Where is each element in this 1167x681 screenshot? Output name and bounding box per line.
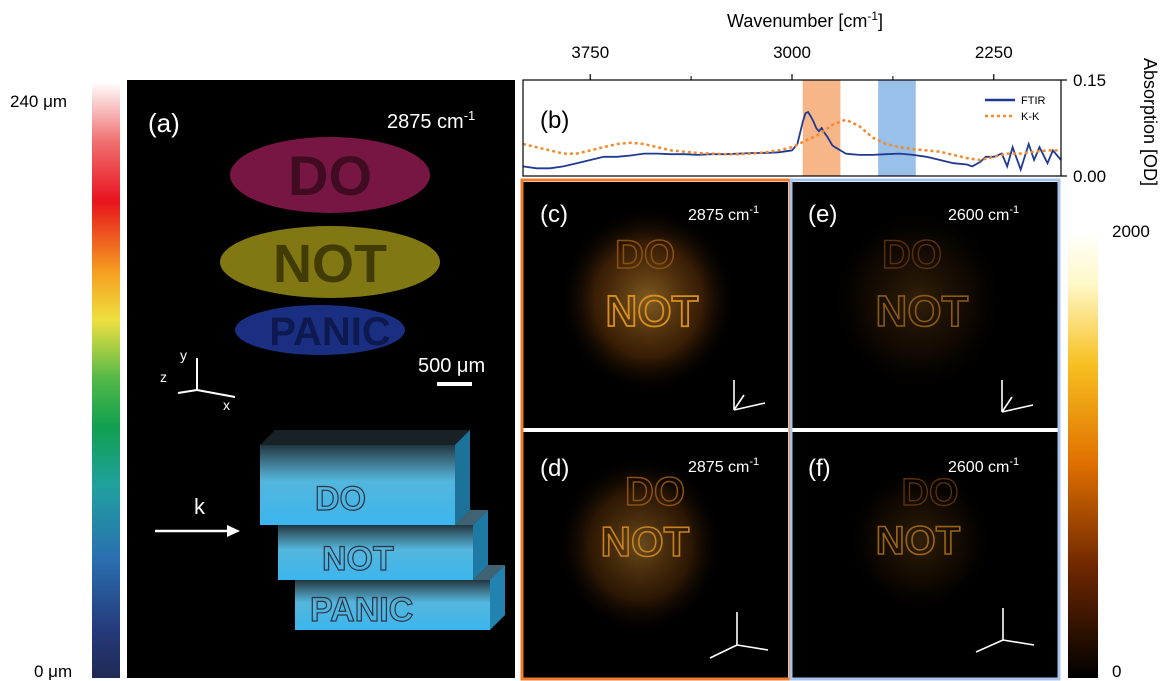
panel-e-wavenumber: 2600 cm-1: [948, 204, 1019, 224]
slab-do: [260, 445, 455, 525]
legend-ftir-label: FTIR: [1021, 95, 1045, 107]
y-tick-label: 0.15: [1073, 71, 1106, 90]
panel-d-wavenumber: 2875 cm-1: [688, 456, 759, 476]
spectrum-chart: Wavenumber [cm-1] Absorption [OD] 3750 30…: [522, 9, 1160, 186]
slab-not: [278, 525, 473, 580]
panel-e-text-do: DO: [882, 233, 942, 277]
panel-f-axes-icon: [975, 608, 1035, 653]
panel-d: DO NOT (d) 2875 cm-1: [523, 432, 788, 678]
panel-d-axes-icon: [709, 612, 769, 659]
panel-e-label: (e): [808, 201, 837, 228]
panel-f-text-not: NOT: [876, 519, 960, 563]
blue-band-frame: [789, 178, 1061, 681]
axis-z-label: z: [160, 369, 167, 385]
y-tick-label: 0.00: [1073, 167, 1106, 186]
slab-do-text: DO: [315, 480, 366, 518]
layer-panic-blue: [235, 305, 405, 355]
x-tick-label: 3000: [773, 43, 811, 62]
layer-not-yellow: [220, 226, 440, 298]
intensity-colorbar-bottom-label: 0: [1112, 662, 1121, 681]
slab-panic: [295, 580, 490, 630]
axis-y-label: y: [180, 347, 187, 363]
beam-label: k: [194, 494, 206, 519]
layer-not-text: NOT: [273, 234, 387, 294]
sample-slabs: [260, 430, 505, 630]
slab-not-text: NOT: [322, 540, 394, 578]
panel-c-wavenumber: 2875 cm-1: [688, 204, 759, 224]
panel-f-wavenumber: 2600 cm-1: [948, 456, 1019, 476]
panel-a: DO NOT PANIC (a) 2875 cm-1 y z x 500 μm …: [127, 80, 515, 678]
panel-a-label: (a): [148, 108, 180, 138]
panel-e-text-not: NOT: [876, 287, 969, 336]
panel-e: DO NOT (e) 2600 cm-1: [792, 182, 1058, 428]
chart-ylabel: Absorption [OD]: [1140, 58, 1160, 186]
panel-c-label: (c): [540, 201, 568, 228]
slab-panic-text: PANIC: [310, 591, 413, 629]
panel-e-axes-icon: [1001, 380, 1034, 413]
intensity-colorbar: [1068, 230, 1098, 678]
depth-colorbar-top-label: 240 μm: [10, 92, 67, 111]
scalebar-label: 500 μm: [418, 355, 485, 377]
layer-do-text: DO: [288, 144, 372, 207]
shaded-band-blue: [878, 80, 916, 176]
layer-do-magenta: [230, 137, 430, 213]
layer-panic-text: PANIC: [269, 310, 390, 354]
series-k-k: [522, 118, 1061, 162]
panel-f: DO NOT (f) 2600 cm-1: [792, 432, 1058, 678]
chart-xlabel: Wavenumber [cm-1]: [727, 9, 883, 31]
panel-a-axes-icon: [177, 358, 236, 398]
panel-a-wavenumber: 2875 cm-1: [387, 108, 475, 133]
depth-colorbar-bottom-label: 0 μm: [34, 662, 72, 681]
intensity-colorbar-top-label: 2000: [1112, 222, 1150, 241]
axis-x-label: x: [223, 397, 230, 413]
panel-d-text-not: NOT: [601, 518, 690, 565]
x-tick-label: 2250: [975, 43, 1013, 62]
panel-c-text-not: NOT: [606, 287, 699, 336]
panel-c-text-do: DO: [615, 233, 675, 277]
panel-c: DO NOT (c) 2875 cm-1: [523, 182, 788, 428]
beam-arrowhead-icon: [227, 525, 240, 537]
legend-kk-label: K-K: [1021, 111, 1040, 123]
panel-d-text-do: DO: [625, 470, 685, 514]
panel-f-text-do: DO: [902, 472, 959, 514]
x-tick-label: 3750: [571, 43, 609, 62]
series-ftir: [522, 110, 1062, 173]
panel-d-label: (d): [540, 455, 569, 482]
panel-f-label: (f): [808, 455, 831, 482]
depth-colorbar: [92, 82, 120, 678]
panel-b-label: (b): [540, 107, 569, 134]
panel-c-axes-icon: [733, 380, 766, 411]
